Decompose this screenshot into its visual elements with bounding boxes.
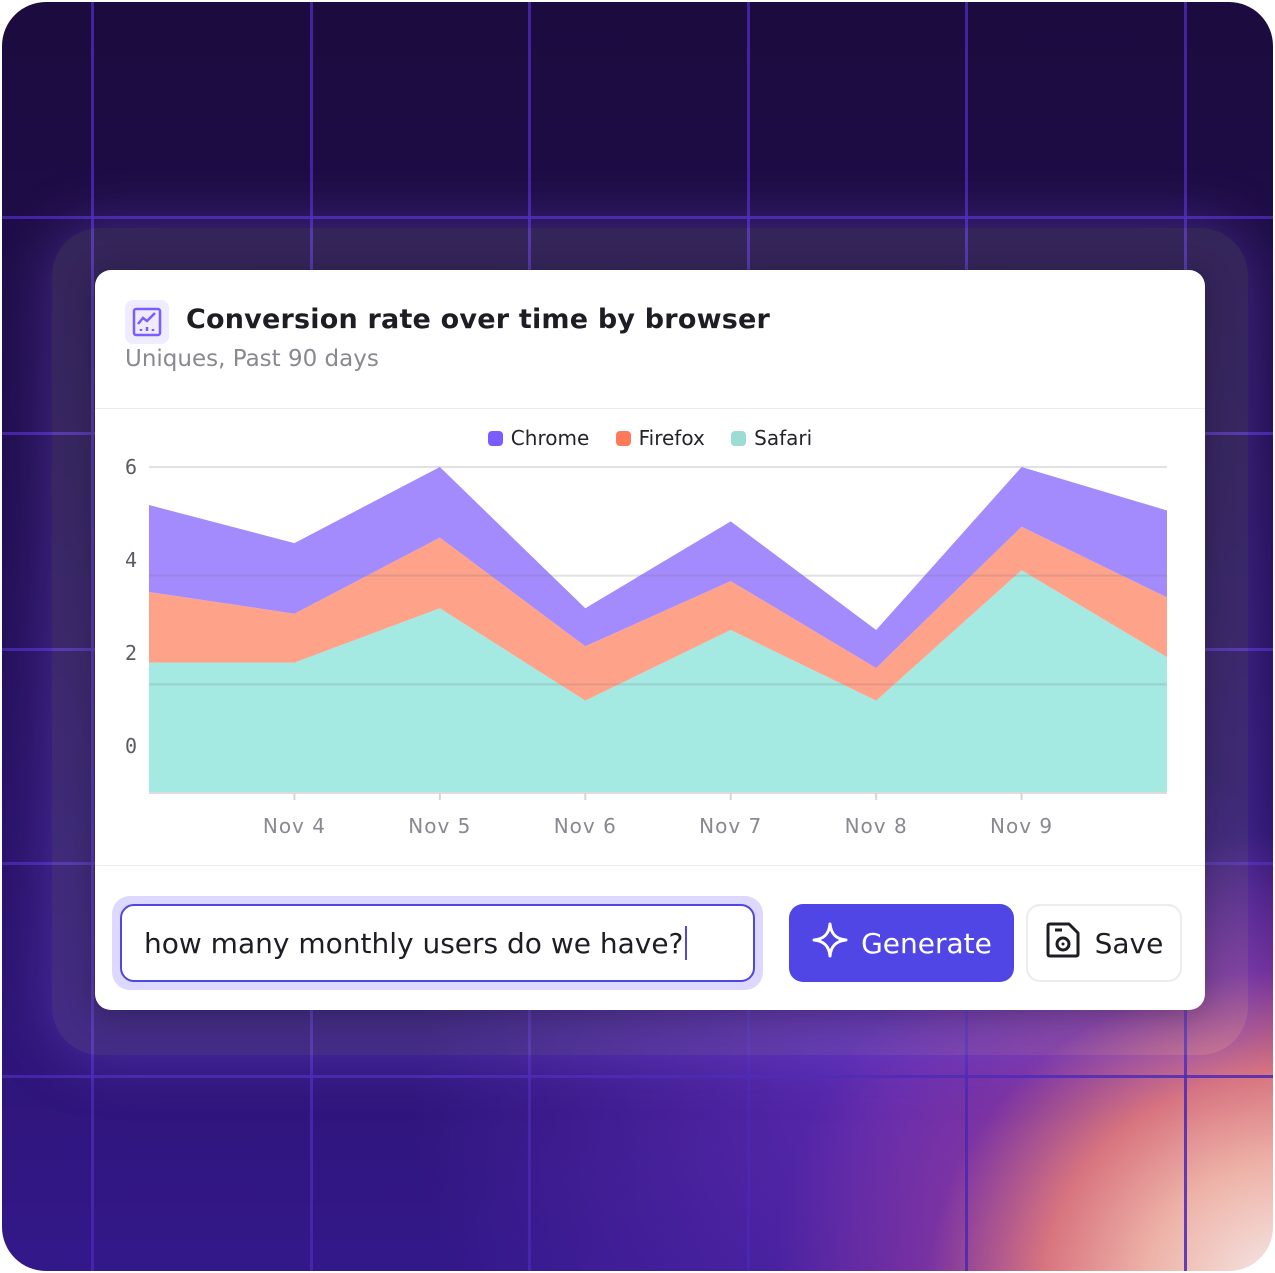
- generate-label: Generate: [861, 926, 992, 960]
- legend-swatch: [615, 430, 631, 446]
- legend-label: Chrome: [510, 426, 590, 450]
- legend-item-firefox[interactable]: Firefox: [615, 426, 705, 450]
- chart-card: Conversion rate over time by browser Uni…: [95, 270, 1205, 1010]
- stacked-area-chart: 6 4 2 0 Nov 4 Nov 5 Nov 6 Nov 7 Nov 8 Nov 9: [125, 455, 1167, 838]
- legend-item-safari[interactable]: Safari: [731, 426, 812, 450]
- divider: [95, 408, 1205, 409]
- area-chrome: [149, 467, 1167, 669]
- query-text: how many monthly users do we have?: [144, 926, 684, 960]
- divider: [95, 865, 1205, 866]
- x-tick-label: Nov 9: [990, 814, 1053, 838]
- y-tick-label: 0: [125, 734, 137, 758]
- x-tick-label: Nov 6: [554, 814, 617, 838]
- legend-label: Safari: [754, 426, 813, 450]
- y-tick-label: 4: [125, 548, 137, 572]
- legend-swatch: [731, 430, 747, 446]
- chart-title: Conversion rate over time by browser: [186, 304, 771, 335]
- legend-swatch: [487, 430, 503, 446]
- line-chart-icon: [125, 300, 169, 344]
- legend-label: Firefox: [638, 426, 705, 450]
- x-tick-label: Nov 5: [408, 814, 471, 838]
- area-firefox: [149, 526, 1167, 701]
- sparkle-icon: [811, 921, 849, 966]
- chart-subtitle: Uniques, Past 90 days: [125, 346, 379, 372]
- save-icon: [1045, 921, 1081, 966]
- x-tick-label: Nov 8: [845, 814, 908, 838]
- x-tick-label: Nov 4: [263, 814, 326, 838]
- y-tick-label: 6: [125, 455, 137, 479]
- save-label: Save: [1094, 926, 1164, 960]
- y-tick-label: 2: [125, 641, 137, 665]
- legend-item-chrome[interactable]: Chrome: [487, 426, 590, 450]
- text-caret: [685, 926, 688, 960]
- generate-button[interactable]: Generate: [789, 904, 1014, 982]
- area-safari: [149, 570, 1167, 793]
- query-input[interactable]: how many monthly users do we have?: [120, 904, 755, 982]
- x-tick-label: Nov 7: [699, 814, 762, 838]
- save-button[interactable]: Save: [1026, 904, 1182, 982]
- legend: Chrome Firefox Safari: [95, 426, 1205, 451]
